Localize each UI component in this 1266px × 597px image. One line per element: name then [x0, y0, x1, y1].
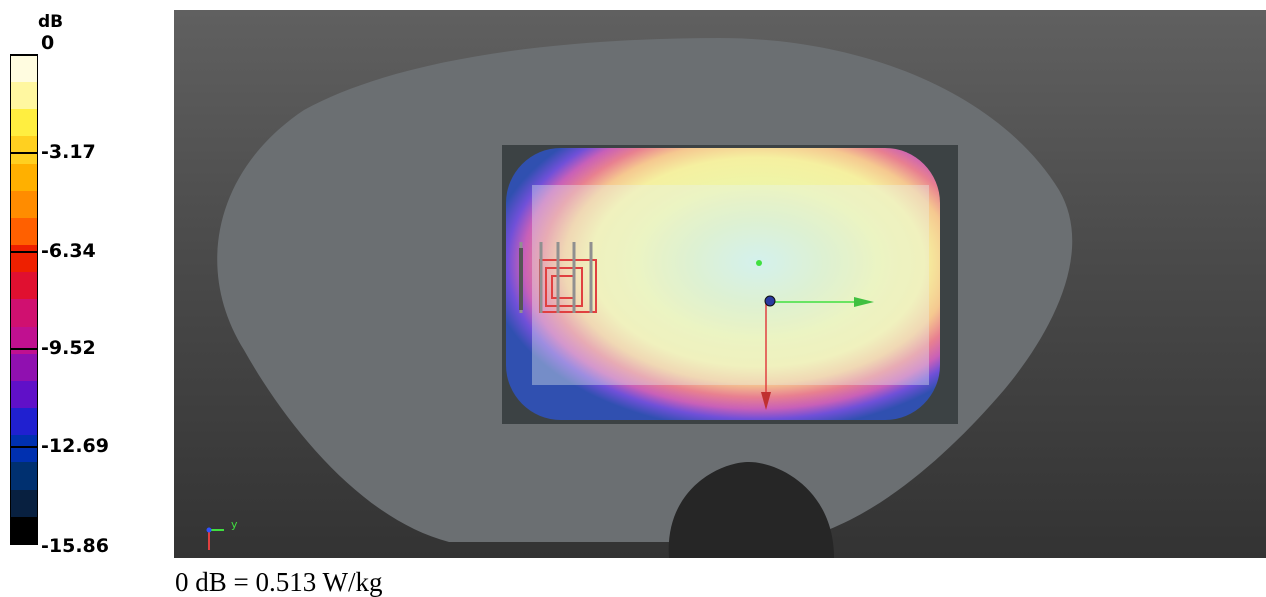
color-scale-bar	[10, 54, 38, 545]
legend-tick-label: -3.17	[41, 141, 96, 163]
legend-color-band	[11, 435, 37, 463]
legend-color-band	[11, 380, 37, 409]
legend-tick	[10, 54, 38, 56]
legend-color-band	[11, 408, 37, 436]
sar-field-render: y	[206, 38, 1073, 558]
legend-color-band	[11, 82, 37, 110]
orientation-triad-icon	[206, 527, 224, 550]
legend-tick-label: -6.34	[41, 240, 96, 262]
legend-color-band	[11, 516, 37, 544]
legend-color-band	[11, 55, 37, 83]
legend-color-band	[11, 190, 37, 218]
phantom-cutout	[668, 462, 834, 558]
legend-unit: dB	[38, 12, 64, 32]
reference-caption: 0 dB = 0.513 W/kg	[175, 567, 383, 597]
legend-color-band	[11, 299, 37, 327]
3d-viewport[interactable]: y	[174, 10, 1266, 558]
axis-x-arrow	[761, 392, 771, 410]
triad-y-label: y	[231, 518, 238, 531]
legend-tick	[10, 251, 38, 253]
legend-tick-label: 0	[41, 32, 55, 54]
legend-color-band	[11, 489, 37, 517]
legend-tick	[10, 446, 38, 448]
legend-tick	[10, 348, 38, 350]
legend-tick-label: -15.86	[41, 535, 109, 557]
legend-tick-label: -12.69	[41, 435, 109, 457]
legend-color-band	[11, 163, 37, 191]
peak-marker	[756, 260, 762, 266]
legend-color-band	[11, 245, 37, 273]
legend-tick-label: -9.52	[41, 337, 96, 359]
legend-tick	[10, 152, 38, 154]
legend-color-band	[11, 109, 37, 137]
axis-y-arrow	[854, 297, 874, 307]
legend-color-band	[11, 217, 37, 246]
origin-marker	[764, 295, 776, 307]
legend-color-band	[11, 136, 37, 164]
legend-color-band	[11, 353, 37, 381]
device-outline	[532, 185, 929, 385]
legend-color-band	[11, 272, 37, 300]
sar-distribution	[506, 148, 940, 420]
color-scale-legend: dB 0 -3.17 -6.34 -9.52 -12.69 -15.86	[0, 0, 170, 560]
legend-color-band	[11, 462, 37, 490]
